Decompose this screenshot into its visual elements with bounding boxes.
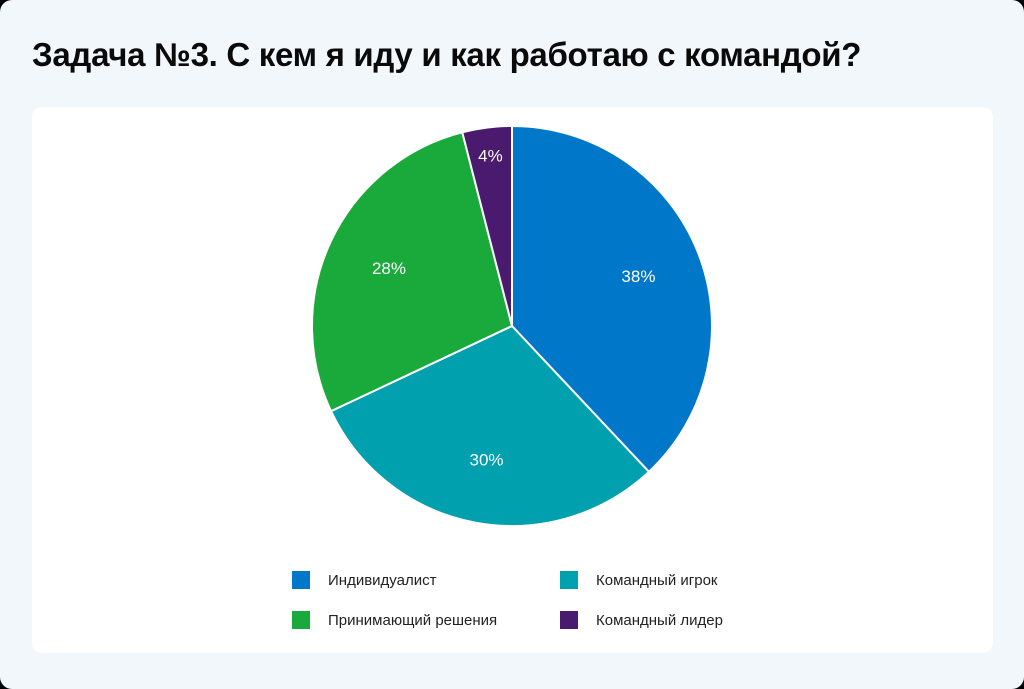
legend-item: Индивидуалист [292,571,436,589]
legend-swatch [560,611,578,629]
legend-label: Командный лидер [596,611,723,629]
slice-label: 28% [372,259,406,278]
pie-slice [511,124,713,474]
page-title: Задача №3. С кем я иду и как работаю с к… [32,36,862,73]
legend-label: Принимающий решения [328,611,498,629]
legend-item: Командный лидер [560,611,723,629]
pie-chart: 38% 30% 28% 4% [311,124,713,527]
legend-label: Индивидуалист [328,571,437,589]
pie-slice [461,124,513,327]
slice-label: 30% [470,451,504,470]
chart-card: 38% 30% 28% 4% Индивидуалист Командный игро… [32,107,993,653]
legend-item: Принимающий решения [292,611,497,629]
legend-swatch [292,611,310,629]
pie-slice [311,131,514,413]
slice-label: 4% [478,146,503,165]
legend-label: Командный игрок [596,571,718,589]
legend-swatch [292,571,310,589]
legend-item: Командный игрок [560,571,717,589]
pie-slice [329,324,651,527]
legend-swatch [560,571,578,589]
slice-label: 38% [621,267,655,286]
